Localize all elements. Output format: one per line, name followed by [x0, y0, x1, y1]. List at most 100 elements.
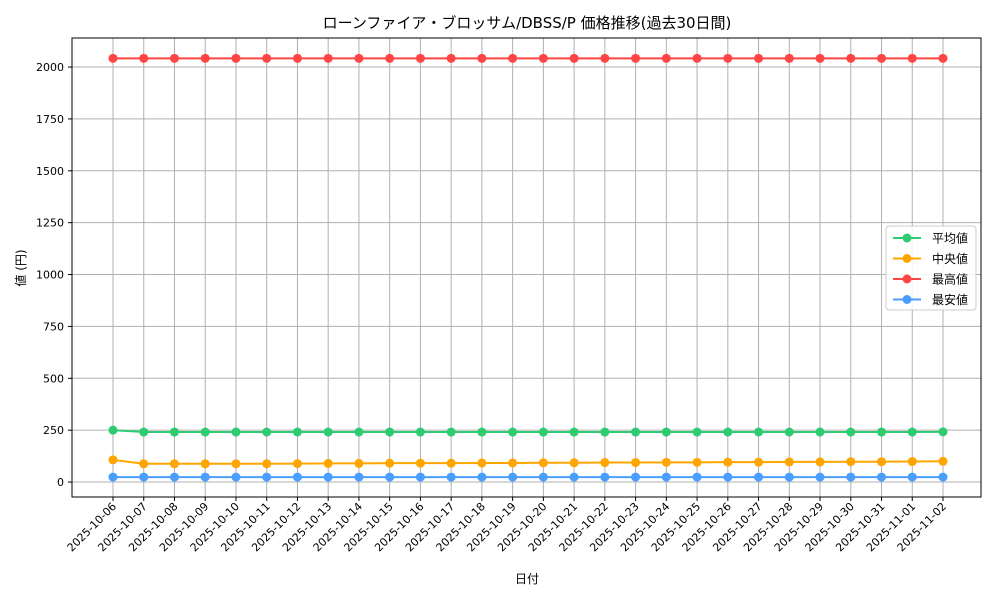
data-point	[231, 459, 241, 469]
data-point	[538, 472, 548, 482]
data-point	[169, 459, 179, 469]
data-point	[323, 427, 333, 437]
data-point	[692, 427, 702, 437]
data-point	[415, 427, 425, 437]
data-point	[446, 472, 456, 482]
data-point	[169, 53, 179, 63]
data-point	[446, 53, 456, 63]
data-point	[538, 53, 548, 63]
data-point	[846, 53, 856, 63]
y-tick-label: 750	[43, 320, 64, 333]
y-axis-label: 値 (円)	[13, 249, 28, 286]
data-point	[938, 456, 948, 466]
data-point	[631, 53, 641, 63]
data-point	[846, 457, 856, 467]
legend-label: 平均値	[932, 231, 968, 246]
data-point	[938, 427, 948, 437]
y-tick-label: 1750	[36, 113, 64, 126]
data-point	[139, 427, 149, 437]
data-point	[846, 427, 856, 437]
legend-marker	[902, 295, 912, 304]
data-point	[938, 472, 948, 482]
data-point	[200, 53, 210, 63]
data-point	[600, 472, 610, 482]
data-point	[538, 427, 548, 437]
data-point	[262, 53, 272, 63]
data-point	[323, 472, 333, 482]
data-point	[169, 427, 179, 437]
data-point	[815, 427, 825, 437]
data-point	[231, 472, 241, 482]
data-point	[292, 472, 302, 482]
data-point	[108, 53, 118, 63]
chart-title: ローンファイア・ブロッサム/DBSS/P 価格推移(過去30日間)	[323, 14, 732, 32]
data-point	[754, 472, 764, 482]
data-point	[231, 427, 241, 437]
data-point	[754, 53, 764, 63]
data-point	[784, 53, 794, 63]
data-point	[938, 53, 948, 63]
data-point	[907, 472, 917, 482]
data-point	[508, 427, 518, 437]
data-point	[354, 427, 364, 437]
data-point	[754, 427, 764, 437]
data-point	[600, 427, 610, 437]
data-point	[415, 458, 425, 468]
data-point	[907, 53, 917, 63]
data-point	[108, 425, 118, 435]
data-point	[200, 427, 210, 437]
data-point	[415, 53, 425, 63]
data-point	[262, 427, 272, 437]
data-point	[508, 458, 518, 468]
y-tick-label: 0	[57, 476, 64, 489]
data-point	[477, 472, 487, 482]
data-point	[907, 457, 917, 467]
data-point	[354, 458, 364, 468]
data-point	[139, 459, 149, 469]
plot-frame	[71, 37, 982, 498]
data-point	[323, 53, 333, 63]
data-point	[692, 53, 702, 63]
data-point	[292, 427, 302, 437]
data-point	[139, 472, 149, 482]
data-point	[415, 472, 425, 482]
data-point	[508, 53, 518, 63]
data-point	[877, 53, 887, 63]
data-point	[631, 458, 641, 468]
data-point	[385, 427, 395, 437]
data-point	[385, 458, 395, 468]
legend-marker	[902, 233, 912, 243]
data-point	[569, 472, 579, 482]
data-point	[784, 472, 794, 482]
series-line	[112, 429, 944, 434]
data-point	[907, 427, 917, 437]
data-point	[877, 457, 887, 467]
data-point	[723, 457, 733, 467]
data-point	[200, 472, 210, 482]
data-point	[200, 459, 210, 469]
data-point	[569, 53, 579, 63]
data-point	[262, 459, 272, 469]
y-tick-label: 1000	[36, 269, 64, 282]
legend-label: 最安値	[932, 292, 968, 307]
data-point	[169, 472, 179, 482]
legend-marker	[902, 274, 912, 284]
data-point	[661, 457, 671, 467]
data-point	[108, 472, 118, 482]
data-point	[877, 472, 887, 482]
data-point	[692, 457, 702, 467]
data-point	[292, 459, 302, 469]
data-point	[323, 458, 333, 468]
legend-label: 最高値	[932, 272, 968, 287]
data-point	[661, 53, 671, 63]
data-point	[723, 53, 733, 63]
data-point	[231, 53, 241, 63]
data-point	[815, 472, 825, 482]
legend-box	[885, 225, 977, 311]
data-point	[477, 427, 487, 437]
data-point	[877, 427, 887, 437]
data-point	[139, 53, 149, 63]
y-tick-label: 250	[43, 424, 64, 437]
data-point	[569, 427, 579, 437]
